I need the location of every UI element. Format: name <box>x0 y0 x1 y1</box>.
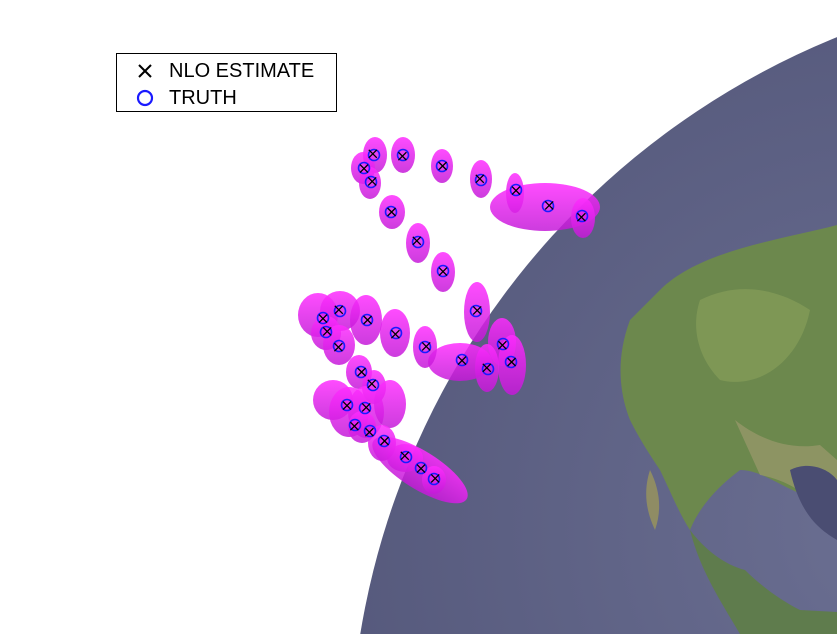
estimate-marker <box>400 451 410 461</box>
estimate-marker <box>333 342 343 352</box>
truth-marker <box>316 311 330 325</box>
truth-marker <box>340 398 354 412</box>
estimate-marker <box>576 212 586 222</box>
truth-marker <box>481 362 495 376</box>
uncertainty-ellipse <box>498 335 526 395</box>
estimate-marker <box>380 436 390 446</box>
estimate-marker <box>497 340 507 350</box>
truth-marker <box>319 325 333 339</box>
truth-marker <box>509 183 523 197</box>
legend: NLO ESTIMATE TRUTH <box>116 53 337 112</box>
estimate-marker <box>397 151 407 161</box>
truth-marker <box>455 353 469 367</box>
truth-marker <box>367 148 381 162</box>
truth-marker <box>504 355 518 369</box>
truth-marker <box>348 418 362 432</box>
estimate-marker <box>367 379 377 389</box>
estimate-marker <box>334 305 344 315</box>
uncertainty-ellipse <box>464 282 490 342</box>
truth-marker <box>427 472 441 486</box>
uncertainty-ellipse <box>406 223 430 263</box>
estimate-marker <box>475 174 485 184</box>
uncertainty-ellipse <box>470 160 492 198</box>
truth-marker <box>575 209 589 223</box>
truth-marker <box>469 304 483 318</box>
truth-marker <box>474 173 488 187</box>
truth-marker <box>364 175 378 189</box>
truth-marker <box>384 205 398 219</box>
estimate-marker <box>367 176 377 186</box>
truth-marker <box>366 378 380 392</box>
estimate-marker <box>390 329 400 339</box>
legend-label-estimate: NLO ESTIMATE <box>169 60 315 82</box>
estimate-marker <box>416 464 426 474</box>
estimate-marker <box>438 267 448 277</box>
truth-marker <box>354 365 368 379</box>
earth-globe <box>360 37 837 634</box>
legend-item-truth: TRUTH <box>117 85 336 111</box>
truth-marker <box>436 264 450 278</box>
truth-marker <box>358 401 372 415</box>
estimate-marker <box>457 356 467 366</box>
truth-marker <box>399 450 413 464</box>
truth-marker <box>357 161 371 175</box>
truth-marker <box>396 148 410 162</box>
truth-marker <box>332 339 346 353</box>
estimate-marker <box>359 164 369 174</box>
estimate-marker <box>349 421 359 431</box>
estimate-marker <box>387 207 397 217</box>
estimate-marker <box>472 305 482 315</box>
estimate-marker <box>364 427 374 437</box>
truth-marker <box>333 304 347 318</box>
truth-marker <box>541 199 555 213</box>
estimate-marker <box>507 357 517 367</box>
estimate-marker <box>544 200 554 210</box>
estimate-marker <box>342 401 352 411</box>
north-america-landmass <box>620 225 837 634</box>
truth-marker <box>389 326 403 340</box>
legend-label-truth: TRUTH <box>169 87 237 109</box>
circle-marker-icon <box>136 89 154 107</box>
truth-marker <box>411 235 425 249</box>
truth-marker <box>377 434 391 448</box>
estimate-marker <box>511 186 521 196</box>
position-markers <box>316 148 589 486</box>
estimate-marker <box>363 315 373 325</box>
legend-item-estimate: NLO ESTIMATE <box>117 58 336 84</box>
uncertainty-ellipse <box>374 380 406 428</box>
truth-marker <box>418 340 432 354</box>
estimate-marker <box>322 326 332 336</box>
estimate-marker <box>421 341 431 351</box>
truth-marker <box>414 461 428 475</box>
estimate-marker <box>438 161 448 171</box>
estimate-marker <box>318 314 328 324</box>
estimate-marker <box>368 149 378 159</box>
truth-marker <box>496 337 510 351</box>
truth-marker <box>363 424 377 438</box>
truth-marker <box>435 159 449 173</box>
truth-marker <box>360 313 374 327</box>
estimate-marker <box>482 363 492 373</box>
estimate-marker <box>357 367 367 377</box>
estimate-marker <box>430 473 440 483</box>
x-marker-icon <box>138 64 152 78</box>
estimate-marker <box>412 236 422 246</box>
estimate-marker <box>361 402 371 412</box>
